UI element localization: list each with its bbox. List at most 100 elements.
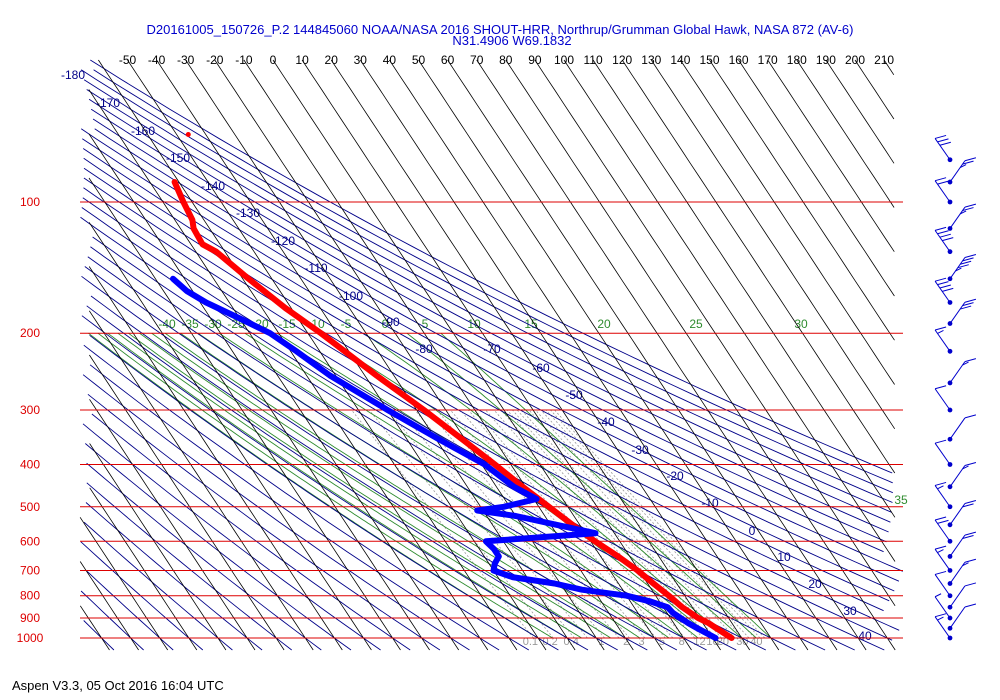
isotherm-label: 10 xyxy=(295,53,309,67)
dry-adiabat-label: -170 xyxy=(96,96,120,110)
mixing-ratio-label: 3 xyxy=(639,636,645,648)
dry-adiabat xyxy=(90,295,648,651)
wind-barb-flag xyxy=(934,226,947,231)
dewpoint-profile-point xyxy=(511,484,517,490)
wind-barbs xyxy=(934,134,977,641)
dry-adiabat xyxy=(82,374,470,651)
wind-barb-flag xyxy=(934,326,947,331)
mixing-ratio-label: 1 xyxy=(598,636,604,648)
dry-adiabat xyxy=(80,128,903,572)
isotherm xyxy=(88,310,314,651)
dry-adiabat-label: -140 xyxy=(201,179,225,193)
dry-adiabat xyxy=(86,570,174,651)
dewpoint-profile-point xyxy=(491,546,497,552)
dry-adiabat xyxy=(93,69,893,484)
dewpoint-profile-point xyxy=(203,299,209,305)
wind-barb-flag xyxy=(962,535,974,540)
wind-barb-flag xyxy=(964,558,977,563)
isotherm xyxy=(418,59,809,651)
wind-barb-flag xyxy=(962,361,969,366)
isotherm-label: 210 xyxy=(874,53,894,67)
dry-adiabat xyxy=(83,344,530,651)
dry-adiabat xyxy=(85,502,263,651)
isotherm xyxy=(825,59,895,164)
isotherm xyxy=(88,133,430,651)
isotherm-label: -10 xyxy=(235,53,253,67)
wind-barb xyxy=(947,603,977,631)
mixing-ratio-line xyxy=(521,409,727,639)
dry-adiabats: -180-170-160-150-140-130-120-110-100-90-… xyxy=(61,59,903,651)
isotherm-label: 150 xyxy=(699,53,719,67)
isotherm xyxy=(98,59,489,651)
isotherm-label: 80 xyxy=(499,53,513,67)
wind-barb-flag xyxy=(962,302,974,307)
dewpoint-profile-point xyxy=(474,508,480,514)
dewpoint-profile-point xyxy=(553,522,559,528)
wind-barb-flag xyxy=(962,207,974,212)
dewpoint-profile-point xyxy=(184,288,190,294)
wind-barb xyxy=(934,134,953,163)
dry-adiabat xyxy=(82,138,900,582)
wind-barb-flag xyxy=(934,134,947,139)
wind-barb-flag xyxy=(960,305,972,310)
mixing-ratio-line xyxy=(414,409,605,639)
pressure-label: 1000 xyxy=(17,631,44,645)
dry-adiabat xyxy=(86,305,618,651)
moist-adiabat-label: -30 xyxy=(204,317,222,331)
wind-barb-flag xyxy=(955,267,962,272)
dewpoint-profile-point xyxy=(483,538,489,544)
dewpoint-profile-point xyxy=(267,330,273,336)
wind-barb-staff xyxy=(934,616,951,639)
wind-barb xyxy=(934,545,953,573)
dewpoint-profile-point xyxy=(678,615,684,621)
isotherm-label: 30 xyxy=(354,53,368,67)
isotherm-label: 190 xyxy=(816,53,836,67)
dewpoint-profile-point xyxy=(436,436,442,442)
dewpoint-profile-point xyxy=(293,348,299,354)
isotherm xyxy=(854,59,895,120)
dry-adiabat xyxy=(87,256,737,651)
pressure-label: 600 xyxy=(20,534,40,548)
wind-barb-flag xyxy=(934,570,947,575)
dry-adiabat-label: -80 xyxy=(415,342,433,356)
moist-adiabat-label: -40 xyxy=(158,317,176,331)
dry-adiabat-label: -100 xyxy=(339,289,363,303)
isotherm-label: 70 xyxy=(470,53,484,67)
wind-barb-staff xyxy=(934,548,951,571)
moist-adiabat-label: 35 xyxy=(894,493,908,507)
dewpoint-profile-point xyxy=(496,553,502,559)
moist-adiabat-label: -35 xyxy=(181,317,199,331)
isotherm-label: -30 xyxy=(177,53,195,67)
wind-barb-flag xyxy=(962,465,969,470)
isotherm xyxy=(476,59,867,651)
isotherm xyxy=(88,222,372,651)
wind-barb-flag xyxy=(934,545,947,550)
mixing-ratio-line xyxy=(528,409,736,639)
dry-adiabat-label: 40 xyxy=(858,629,872,643)
wind-barb-flag xyxy=(962,562,969,567)
dry-adiabat-label: -150 xyxy=(166,151,190,165)
wind-barb xyxy=(947,203,977,231)
dry-adiabat xyxy=(86,482,292,651)
isotherm-label: 200 xyxy=(845,53,865,67)
dry-adiabat xyxy=(83,167,884,612)
isotherm-label: 20 xyxy=(325,53,339,67)
wind-barb-flag xyxy=(934,439,947,444)
dry-adiabat-label: -130 xyxy=(236,206,260,220)
isolated-data-point xyxy=(185,131,191,137)
moist-adiabat-label: -15 xyxy=(278,317,296,331)
mixing-ratio-label: 0.1 xyxy=(523,636,538,648)
pressure-label: 100 xyxy=(20,195,40,209)
isotherm-label: -40 xyxy=(148,53,166,67)
dewpoint-profile-point xyxy=(327,373,333,379)
wind-barb-staff xyxy=(934,180,951,203)
wind-barb-flag xyxy=(937,138,949,143)
mixing-ratio-label: 40 xyxy=(750,636,762,648)
wind-barb-flag xyxy=(964,253,977,258)
moist-adiabat-label: 5 xyxy=(422,317,429,331)
dewpoint-profile-point xyxy=(713,635,719,641)
isotherm-label: 0 xyxy=(270,53,277,67)
isotherm xyxy=(89,443,227,651)
wind-barb-staff xyxy=(949,417,966,440)
